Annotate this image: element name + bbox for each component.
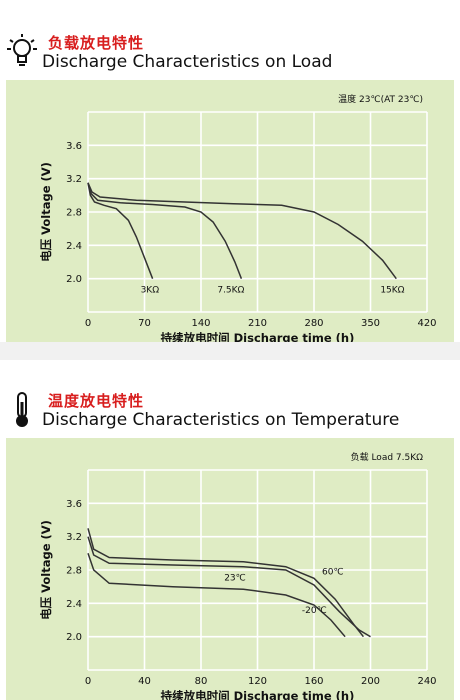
temperature-section: 温度放电特性 Discharge Characteristics on Temp… [0, 388, 460, 700]
temp-y-axis-label: 电压 Voltage (V) [39, 520, 53, 620]
load-y-tick-label: 3.6 [66, 141, 82, 152]
temp-series-label: -20℃ [302, 606, 327, 616]
load-x-tick-label: 350 [361, 318, 380, 329]
section-divider [0, 342, 460, 360]
temp-x-tick-label: 200 [361, 676, 380, 687]
load-x-tick-label: 0 [85, 318, 91, 329]
load-x-axis-label: 持续放电时间 Discharge time (h) [161, 331, 355, 342]
temp-y-tick-label: 2.8 [66, 566, 82, 577]
temp-series-line [87, 553, 346, 638]
temperature-section-header: 温度放电特性 Discharge Characteristics on Temp… [6, 388, 456, 434]
temp-x-axis-label: 持续放电时间 Discharge time (h) [161, 689, 355, 700]
load-section-title-zh: 负载放电特性 [48, 34, 145, 52]
temperature-section-title-en: Discharge Characteristics on Temperature [42, 410, 400, 430]
temp-x-tick-label: 0 [85, 676, 91, 687]
temp-series-line [87, 528, 364, 638]
temp-x-tick-label: 40 [138, 676, 151, 687]
load-y-tick-label: 2.4 [66, 241, 82, 252]
load-x-tick-label: 210 [248, 318, 267, 329]
temp-series-line [87, 536, 371, 638]
temp-series-label: 60℃ [322, 568, 344, 578]
temp-x-tick-label: 240 [417, 676, 436, 687]
temp-x-tick-label: 160 [304, 676, 323, 687]
load-series-label: 3KΩ [141, 286, 160, 296]
load-series-line [87, 182, 154, 279]
load-y-tick-label: 3.2 [66, 174, 82, 185]
load-x-tick-label: 280 [304, 318, 323, 329]
thermometer-icon [16, 392, 28, 427]
temp-x-tick-label: 80 [195, 676, 208, 687]
temperature-section-title-zh: 温度放电特性 [48, 392, 145, 410]
load-series-label: 7.5KΩ [217, 286, 244, 296]
temp-series-label: 23℃ [224, 574, 246, 584]
temp-y-tick-label: 3.6 [66, 499, 82, 510]
load-series-line [87, 182, 243, 279]
load-discharge-chart: 2.0 2.4 2.8 3.2 3.6 0 70 140 210 280 350 420 持续放电时间 … [39, 93, 437, 342]
load-x-tick-label: 140 [191, 318, 210, 329]
load-x-tick-label: 420 [417, 318, 436, 329]
load-series-label: 15KΩ [380, 286, 404, 296]
load-y-axis-label: 电压 Voltage (V) [39, 162, 53, 262]
load-y-tick-label: 2.0 [66, 274, 82, 285]
lightbulb-icon [7, 34, 37, 66]
load-condition-note: 温度 23℃(AT 23℃) [338, 93, 423, 105]
temperature-discharge-chart: 2.0 2.4 2.8 3.2 3.6 0 40 80 120 160 200 240 持续放电时间 D… [39, 451, 437, 700]
temp-y-tick-label: 2.0 [66, 632, 82, 643]
temp-y-tick-label: 2.4 [66, 599, 82, 610]
load-section-title-en: Discharge Characteristics on Load [42, 52, 333, 72]
load-chart-panel: 2.0 2.4 2.8 3.2 3.6 0 70 140 210 280 350 420 持续放电时间 … [6, 80, 454, 342]
temp-condition-note: 负载 Load 7.5KΩ [351, 451, 424, 463]
temp-x-tick-label: 120 [248, 676, 267, 687]
load-x-tick-label: 70 [138, 318, 151, 329]
load-y-tick-label: 2.8 [66, 208, 82, 219]
load-section-header: 负载放电特性 Discharge Characteristics on Load [6, 30, 456, 76]
temp-y-tick-label: 3.2 [66, 532, 82, 543]
load-series-line [87, 182, 397, 280]
load-section: 负载放电特性 Discharge Characteristics on Load… [0, 30, 460, 342]
temperature-chart-panel: 2.0 2.4 2.8 3.2 3.6 0 40 80 120 160 200 240 持续放电时间 D… [6, 438, 454, 700]
